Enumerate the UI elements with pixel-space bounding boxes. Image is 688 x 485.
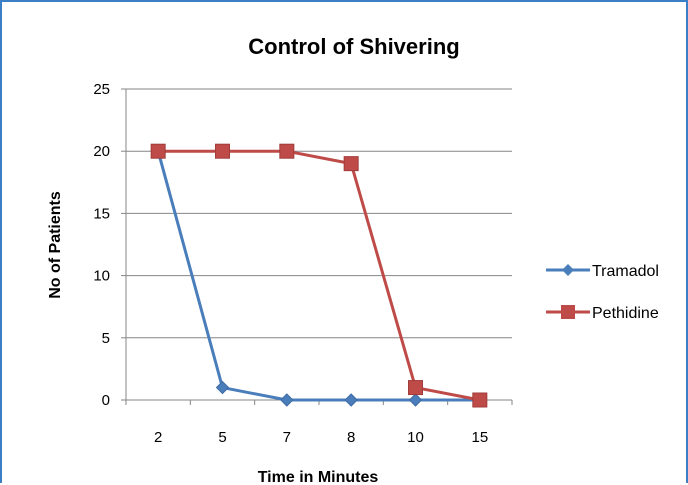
x-tick-labels: 2 5 7 8 10 15 [154, 429, 488, 446]
axes [121, 88, 513, 405]
y-tick-labels: 0 5 10 15 20 25 [93, 81, 110, 409]
series-line-pethidine [158, 149, 481, 402]
series-line-tramadol [156, 150, 480, 402]
data-point-pethidine-10 [408, 380, 423, 396]
legend-marker-pethidine [561, 305, 575, 319]
data-point-pethidine-15 [472, 392, 488, 408]
x-tick-label-2: 2 [154, 429, 162, 446]
x-tick-label-10: 10 [407, 429, 424, 446]
data-point-pethidine-8 [343, 156, 359, 172]
chart-title: Control of Shivering [248, 34, 459, 59]
y-tick-label-0: 0 [102, 392, 110, 409]
x-tick-label-5: 5 [218, 429, 226, 446]
x-tick-label-7: 7 [283, 429, 291, 446]
data-point-tramadol-5 [215, 380, 230, 395]
legend-label-pethidine: Pethidine [592, 305, 659, 322]
data-point-pethidine-2 [150, 143, 166, 159]
x-tick-label-15: 15 [471, 429, 488, 446]
y-axis-label: No of Patients [47, 191, 64, 299]
y-tick-label-5: 5 [102, 330, 110, 347]
data-point-tramadol-10 [408, 393, 423, 407]
x-tick-label-8: 8 [347, 429, 355, 446]
data-point-pethidine-7 [279, 143, 295, 159]
y-tick-label-15: 15 [93, 205, 110, 222]
legend-marker-tramadol [562, 264, 574, 276]
data-point-tramadol-8 [344, 393, 358, 407]
y-tick-label-25: 25 [93, 81, 110, 98]
legend-label-tramadol: Tramadol [592, 263, 659, 280]
legend: Tramadol Pethidine [546, 263, 659, 322]
data-point-pethidine-5 [215, 143, 230, 159]
gridlines [126, 88, 512, 339]
y-tick-label-10: 10 [93, 268, 110, 285]
x-axis-label: Time in Minutes [258, 469, 379, 485]
data-point-tramadol-7 [280, 393, 294, 407]
series-lines [150, 143, 488, 408]
y-tick-label-20: 20 [93, 143, 110, 160]
